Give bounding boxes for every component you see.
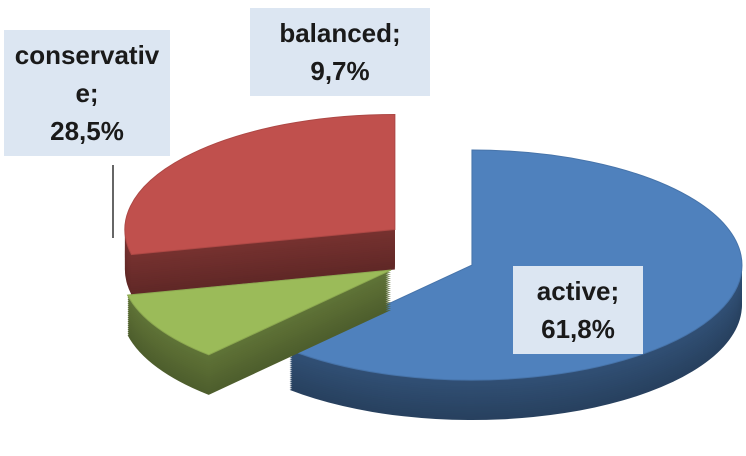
data-label-text: 9,7% <box>310 56 370 86</box>
data-label: active; 61,8% <box>513 266 643 354</box>
data-label-text: 61,8% <box>541 314 615 344</box>
data-label-text: active; <box>536 276 620 306</box>
slice <box>124 113 396 256</box>
data-label: balanced; 9,7% <box>250 8 430 96</box>
data-label-text: balanced; <box>279 18 401 48</box>
data-label-text: conservative; <box>14 40 160 108</box>
slice <box>126 269 392 356</box>
data-label: conservative; 28,5% <box>4 30 170 156</box>
data-label-text: 28,5% <box>50 116 124 146</box>
slice-group <box>124 113 396 295</box>
slice-group <box>126 269 392 395</box>
